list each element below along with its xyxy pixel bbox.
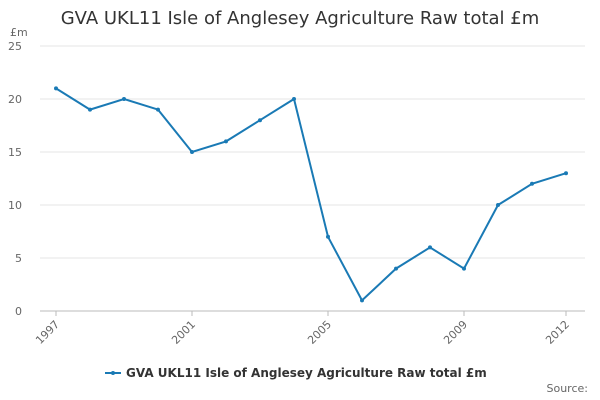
data-point: [496, 203, 500, 207]
series-line: [55, 87, 567, 303]
x-tick-label: 1997: [33, 318, 62, 347]
data-point: [190, 150, 194, 154]
x-tick-label: 2012: [543, 318, 572, 347]
data-point: [564, 171, 568, 176]
data-point: [156, 107, 160, 112]
y-tick-label: 25: [8, 40, 22, 53]
data-point: [258, 118, 262, 123]
chart-title: GVA UKL11 Isle of Anglesey Agriculture R…: [61, 8, 540, 29]
y-tick-label: 0: [15, 305, 22, 318]
source: Source:: [547, 382, 589, 395]
x-tick-label: 2005: [305, 318, 334, 347]
y-axis-label: £m: [10, 26, 28, 39]
data-point: [530, 181, 534, 186]
data-point: [462, 266, 466, 271]
data-point: [292, 97, 296, 101]
legend-marker: [111, 371, 115, 375]
y-tick-label: 5: [15, 252, 22, 265]
data-point: [428, 245, 432, 250]
x-tick-label: 2009: [441, 318, 470, 347]
data-point: [360, 298, 364, 303]
data-point: [88, 107, 92, 112]
legend-label: GVA UKL11 Isle of Anglesey Agriculture R…: [126, 366, 487, 380]
data-point: [122, 97, 126, 101]
y-tick-label: 10: [8, 199, 22, 212]
data-point: [54, 86, 58, 91]
y-tick-label: 15: [8, 146, 22, 159]
data-point: [224, 139, 228, 144]
data-point: [394, 266, 398, 271]
data-point: [326, 234, 330, 239]
y-tick-label: 20: [8, 93, 22, 106]
x-tick-label: 2001: [169, 318, 198, 347]
